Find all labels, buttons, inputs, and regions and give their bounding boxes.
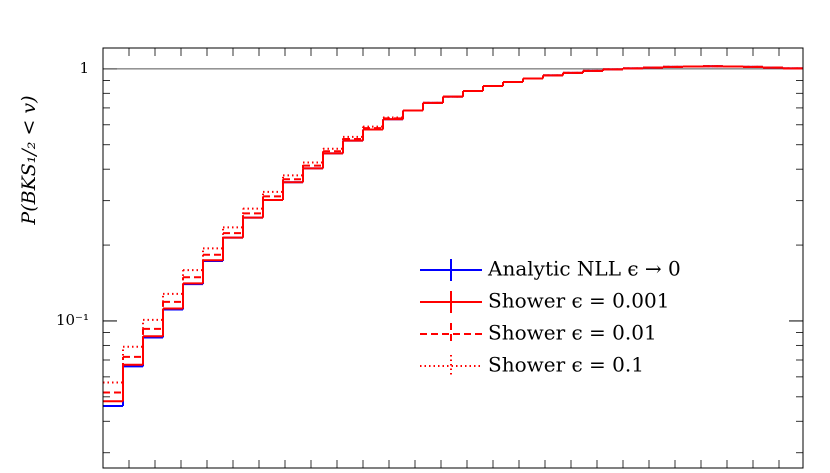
legend-label: Shower ϵ = 0.01 [488, 321, 657, 345]
legend-label: Shower ϵ = 0.001 [488, 289, 669, 313]
y-tick-label: 10⁻¹ [56, 311, 89, 329]
legend-label: Shower ϵ = 0.1 [488, 353, 644, 377]
y-axis-label: P(BKS₁/₂ < v) [18, 95, 40, 225]
legend-label: Analytic NLL ϵ → 0 [487, 257, 681, 281]
plot-frame [102, 47, 804, 469]
y-tick-label: 1 [79, 59, 89, 77]
